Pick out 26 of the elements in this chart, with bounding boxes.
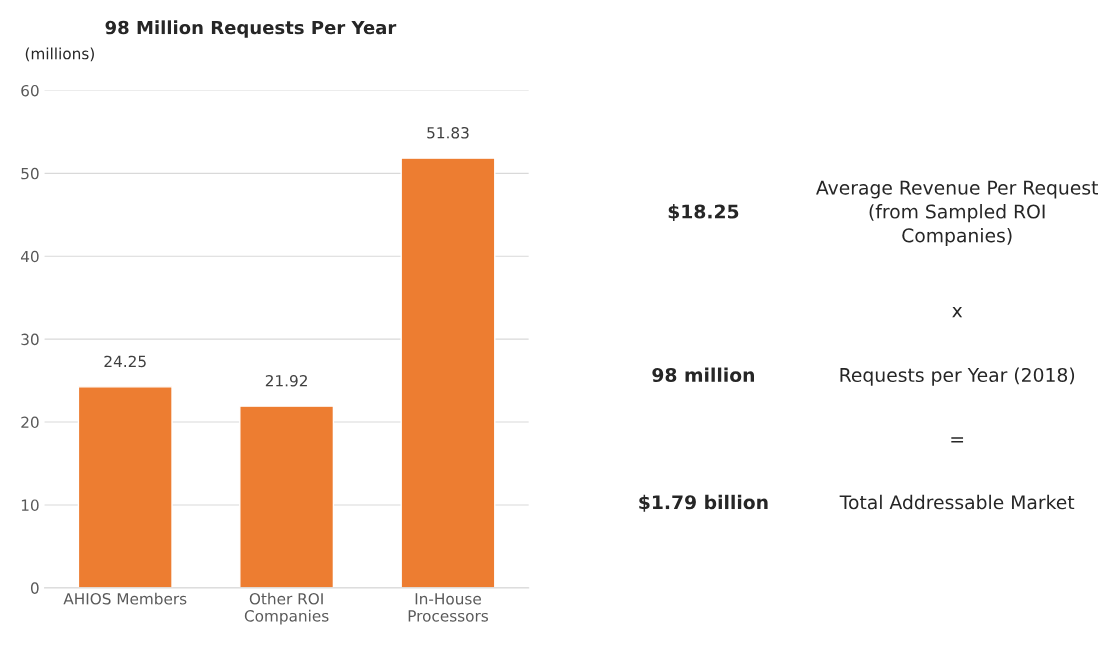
text: x [952, 306, 963, 318]
text: = [951, 437, 964, 443]
text: $1.79 billion [639, 494, 768, 512]
bar [77, 386, 173, 588]
y-tick-label: 30 [21, 333, 39, 346]
x-tick-label: Other ROI Companies [244, 592, 329, 625]
bar [239, 405, 335, 588]
bar [400, 157, 496, 588]
y-tick-label: 0 [30, 582, 39, 594]
y-tick-label: 20 [21, 416, 39, 429]
y-tick-label: 10 [21, 499, 39, 511]
data-label: 51.83 [427, 126, 469, 139]
text: Total Addressable Market [839, 494, 1075, 510]
y-tick-label: 40 [20, 250, 39, 263]
data-label: 21.92 [265, 374, 307, 387]
text: Requests per Year (2018) [840, 367, 1075, 386]
x-tick-label: In-House Processors [408, 593, 489, 622]
text: $18.25 [668, 204, 739, 222]
data-label: 24.25 [104, 355, 146, 368]
y-tick-label: 60 [21, 84, 39, 97]
text: 98 million [652, 367, 754, 383]
text: Average Revenue Per Request (from Sampled ROI Companies) [816, 180, 1099, 247]
y-axis-title: (millions) [25, 47, 94, 62]
y-tick-label: 50 [21, 167, 39, 180]
x-tick-label: AHIOS Members [63, 592, 187, 605]
chart-title: 98 Million Requests Per Year [105, 20, 397, 38]
